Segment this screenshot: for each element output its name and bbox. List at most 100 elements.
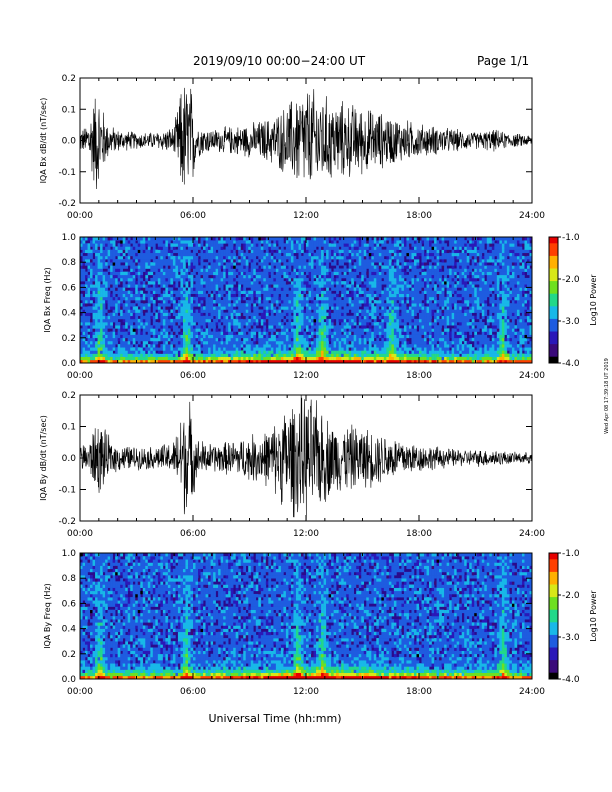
spectrogram-cell [95,246,98,250]
spectrogram-cell [353,255,357,260]
spectrogram-cell [205,300,209,304]
spectrogram-cell [255,265,259,269]
spectrogram-cell [396,271,400,276]
spectrogram-cell [401,268,405,272]
spectrogram-cell [341,356,344,361]
spectrogram-cell [225,277,229,282]
spectrogram-cell [393,300,397,304]
spectrogram-cell [253,350,257,354]
spectrogram-cell [172,290,176,294]
spectrogram-cell [112,262,116,266]
spectrogram-cell [187,318,191,323]
spectrogram-cell [187,337,191,342]
spectrogram-cell [80,356,83,361]
spectrogram-cell [273,309,277,313]
spectrogram-cell [300,356,304,361]
spectrogram-cell [333,322,337,326]
spectrogram-cell [358,265,362,269]
spectrogram-cell [157,359,161,364]
spectrogram-cell [411,300,415,304]
spectrogram-cell [386,271,390,276]
spectrogram-cell [228,300,231,304]
spectrogram-cell [343,347,347,351]
spectrogram-cell [162,328,166,332]
spectrogram-cell [258,237,262,241]
spectrogram-cell [137,340,141,345]
spectrogram-cell [371,262,375,266]
spectrogram-cell [388,309,392,313]
spectrogram-cell [238,353,242,357]
spectrogram-cell [336,315,339,320]
spectrogram-cell [275,359,279,364]
spectrogram-cell [278,281,282,285]
spectrogram-cell [110,347,113,351]
spectrogram-cell [120,344,123,348]
spectrogram-panel-1 [80,237,533,364]
spectrogram-cell [208,312,211,317]
spectrogram-cell [233,265,236,269]
spectrogram-cell [263,287,267,291]
spectrogram-cell [260,259,264,263]
spectrogram-cell [353,315,357,320]
spectrogram-cell [92,287,96,291]
spectrogram-cell [363,312,367,317]
spectrogram-cell [125,265,129,269]
spectrogram-cell [120,306,123,310]
spectrogram-cell [107,277,111,282]
spectrogram-cell [283,353,287,357]
spectrogram-cell [215,265,219,269]
spectrogram-cell [115,312,118,317]
spectrogram-cell [182,243,186,247]
spectrogram-cell [110,243,113,247]
spectrogram-cell [336,274,339,279]
spectrogram-cell [172,353,176,357]
spectrogram-cell [165,331,169,335]
spectrogram-cell [378,255,382,260]
spectrogram-cell [351,322,355,326]
spectrogram-cell [107,337,111,342]
spectrogram-cell [140,284,144,288]
spectrogram-cell [308,328,312,332]
spectrogram-cell [306,287,309,291]
spectrogram-cell [338,344,342,348]
spectrogram-cell [303,312,307,317]
spectrogram-cell [406,243,410,247]
spectrogram-cell [333,296,337,301]
spectrogram-cell [351,243,355,247]
spectrogram-cell [396,249,400,254]
spectrogram-cell [80,334,83,339]
spectrogram-cell [341,359,344,364]
spectrogram-cell [270,293,274,298]
spectrogram-cell [218,296,221,301]
spectrogram-cell [260,246,264,250]
spectrogram-cell [132,303,136,307]
spectrogram-cell [401,262,405,266]
spectrogram-cell [328,318,332,323]
spectrogram-cell [200,344,204,348]
spectrogram-cell [195,293,199,298]
spectrogram-cell [396,259,400,263]
spectrogram-cell [341,249,344,254]
spectrogram-cell [210,252,214,257]
spectrogram-cell [228,322,231,326]
spectrogram-cell [90,287,93,291]
spectrogram-cell [105,290,108,294]
spectrogram-cell [150,255,154,260]
spectrogram-cell [381,325,385,329]
spectrogram-cell [160,315,164,320]
spectrogram-cell [303,284,307,288]
spectrogram-cell [225,318,229,323]
spectrogram-cell [213,337,216,342]
spectrogram-cell [182,265,186,269]
spectrogram-cell [235,249,239,254]
spectrogram-cell [95,249,98,254]
spectrogram-cell [175,281,179,285]
spectrogram-cell [245,340,249,345]
spectrogram-cell [358,315,362,320]
spectrogram-cell [240,277,244,282]
spectrogram-cell [187,312,191,317]
spectrogram-cell [331,255,334,260]
spectrogram-cell [401,249,405,254]
spectrogram-cell [351,293,355,298]
spectrogram-cell [368,347,372,351]
